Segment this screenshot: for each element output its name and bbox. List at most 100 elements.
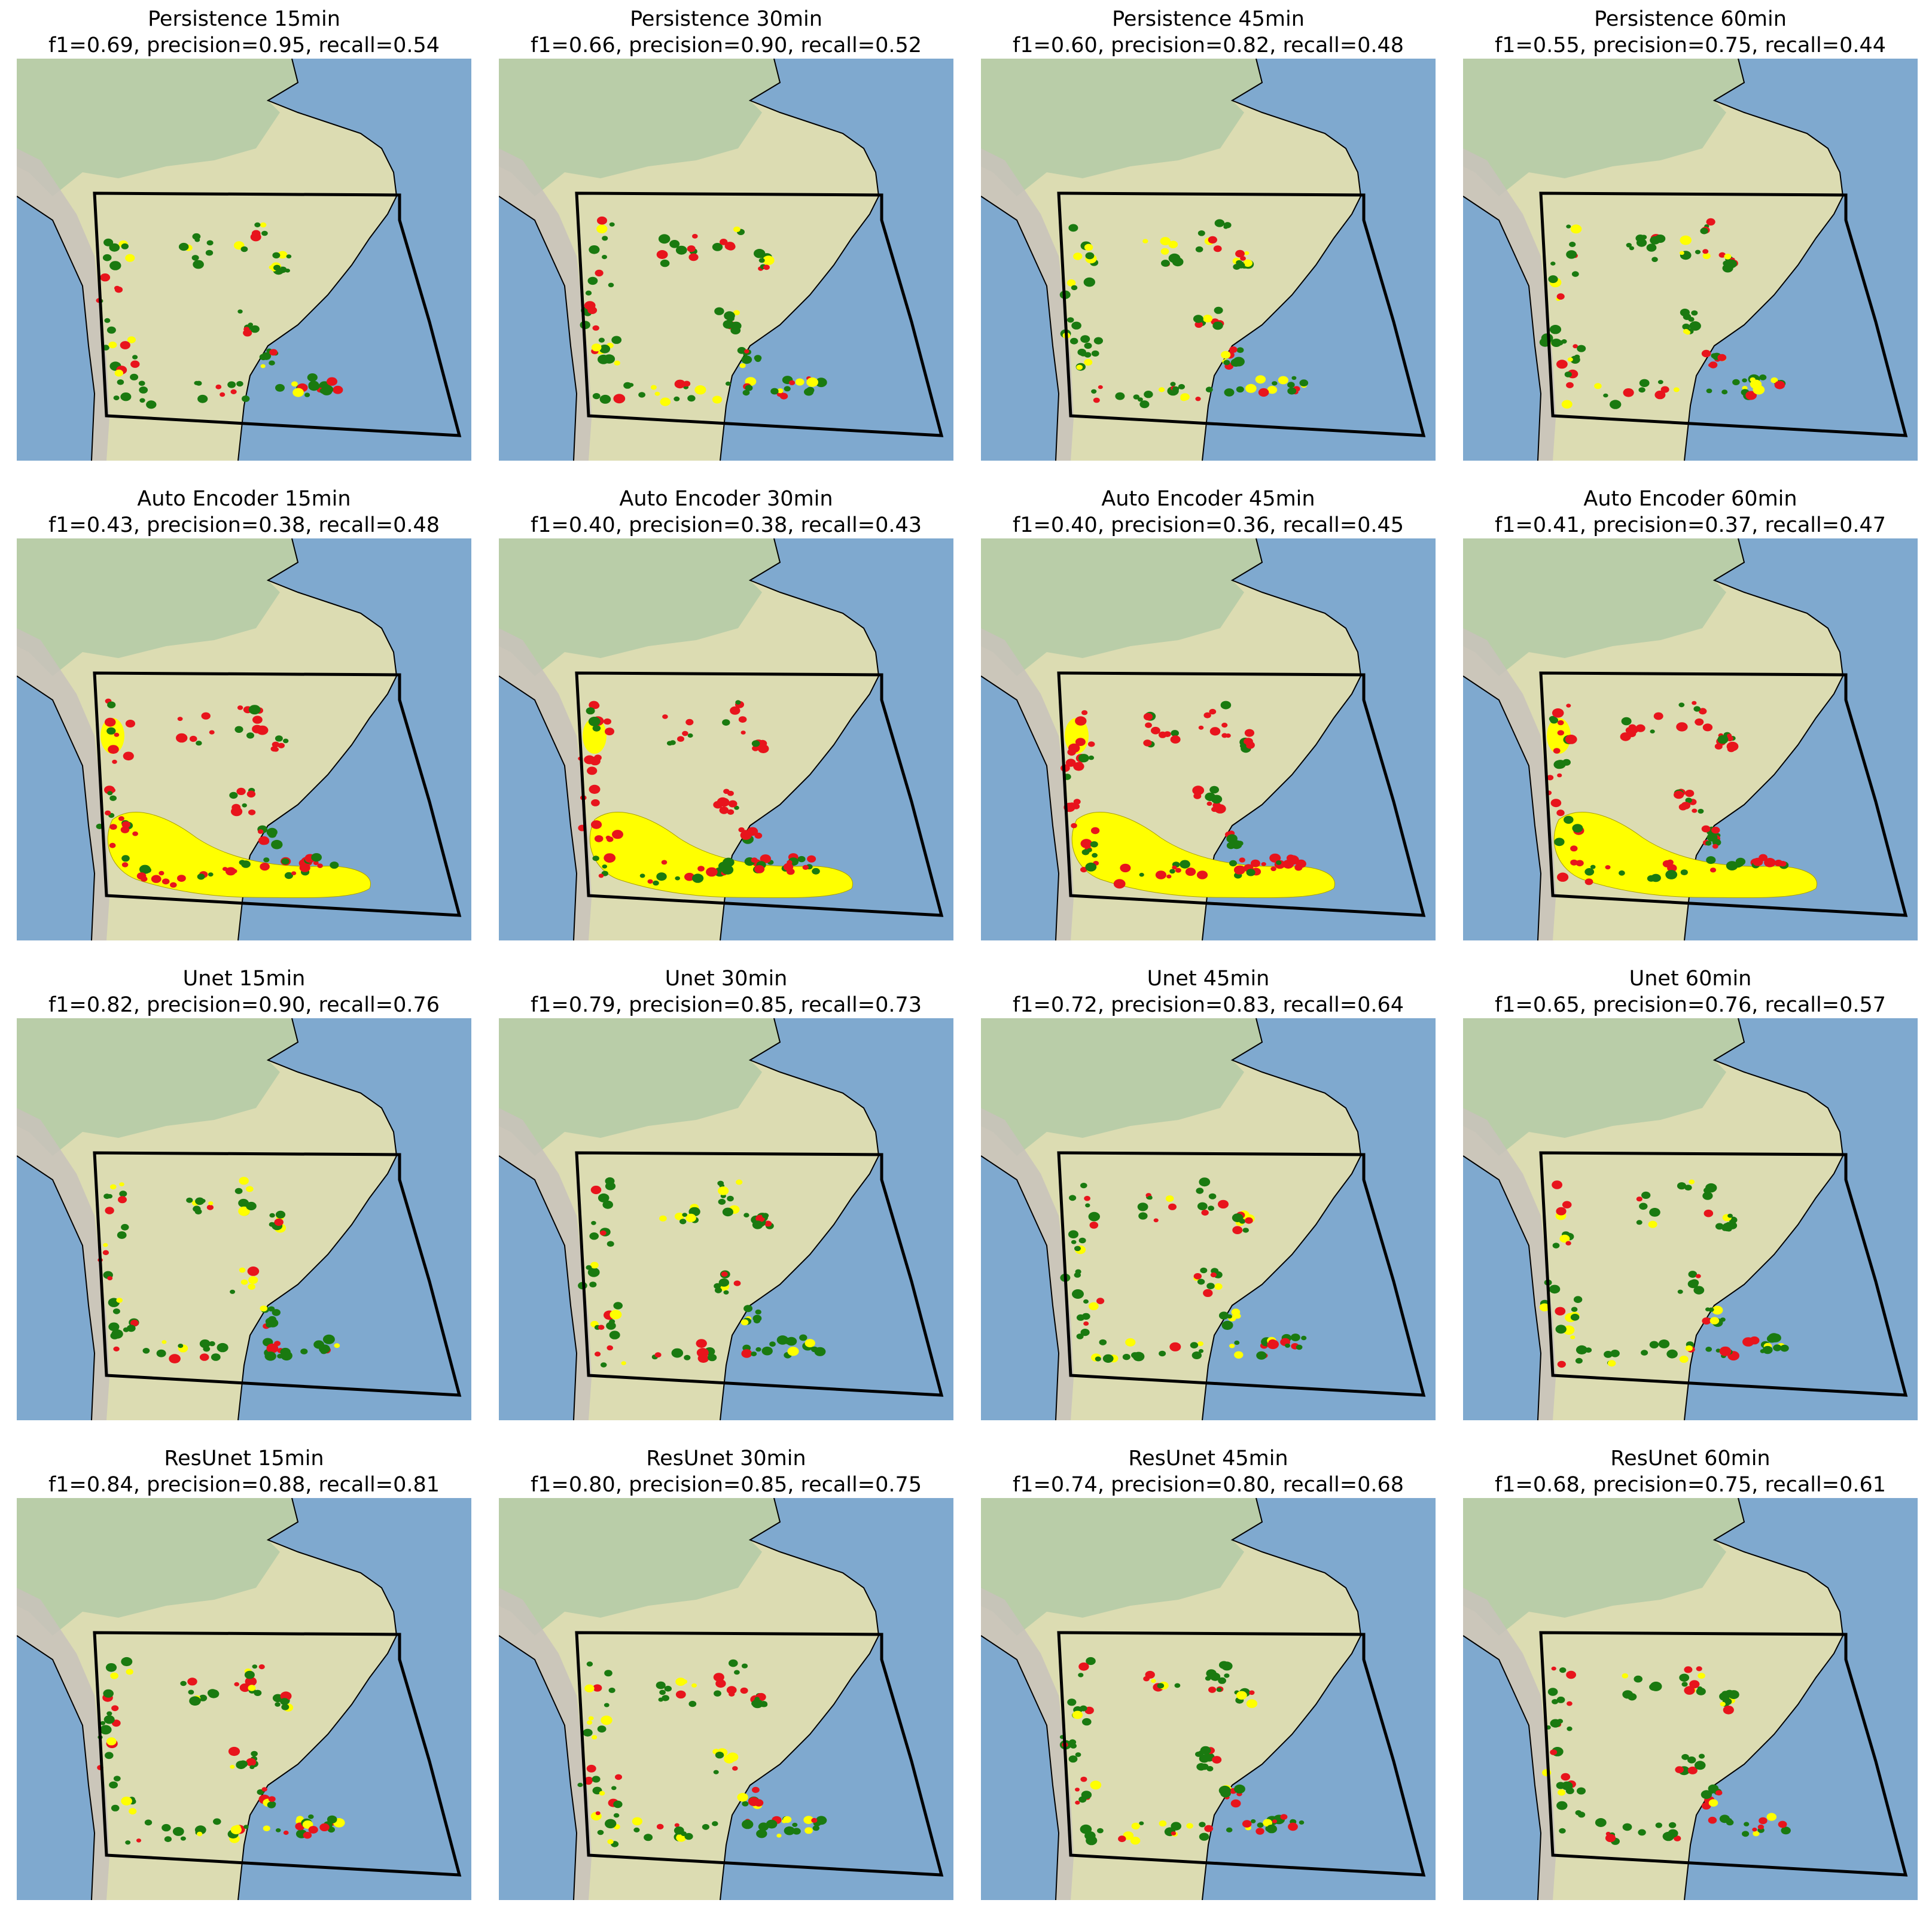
hit-cell [1687,1280,1699,1289]
miss-cell [1272,1819,1278,1823]
hit-cell [1216,1687,1222,1692]
hit-cell [146,400,157,409]
hit-cell [1083,277,1095,287]
hit-cell [1076,1334,1084,1339]
map-panel: Auto Encoder 60min f1=0.41, precision=0.3… [1463,480,1918,958]
hit-cell [138,380,145,386]
hit-cell [1257,1822,1264,1828]
hit-cell [1251,1819,1256,1823]
false-alarm-cell [674,1213,684,1220]
miss-cell [595,1351,601,1357]
false-alarm-cell [685,1213,696,1222]
hit-cell [644,1834,653,1841]
false-alarm-cell [1680,235,1692,245]
pacific-ocean [499,1636,577,1900]
hit-cell [1701,1790,1712,1800]
miss-cell [696,1339,707,1348]
miss-cell [589,756,601,766]
map-panel: Persistence 45min f1=0.60, precision=0.82… [981,0,1436,479]
miss-cell [1718,252,1726,258]
hit-cell [743,1213,749,1217]
miss-cell [132,831,139,836]
miss-cell [661,860,668,865]
miss-cell [1089,1222,1099,1229]
miss-cell [1221,723,1228,728]
hit-cell [1559,1828,1566,1834]
hit-cell [751,740,760,747]
miss-cell [258,829,264,834]
hit-cell [1698,809,1704,814]
pacific-ocean [17,196,95,461]
hit-cell [1082,1718,1092,1726]
hit-cell [1066,317,1074,323]
miss-cell [613,394,626,404]
false-alarm-area [1071,812,1336,899]
hit-cell [662,1695,669,1701]
miss-cell [1556,1207,1567,1216]
miss-cell [1093,397,1100,403]
false-alarm-cell [129,1808,137,1815]
hit-cell [682,1213,687,1217]
hit-cell [1206,1765,1214,1771]
miss-cell [688,253,699,261]
south-america-map [1463,538,1918,940]
hit-cell [758,258,765,263]
hit-cell [254,1689,262,1696]
miss-cell [1712,844,1718,849]
hit-cell [1091,389,1097,394]
false-alarm-cell [1267,386,1278,394]
miss-cell [1708,1816,1717,1824]
hit-cell [712,1821,718,1826]
hit-cell [1646,243,1657,252]
miss-cell [136,1838,142,1843]
hit-cell [1085,252,1095,260]
false-alarm-cell [739,363,746,369]
hit-cell [602,864,608,869]
miss-cell [1212,802,1221,809]
false-alarm-cell [108,342,117,349]
miss-cell [807,855,816,863]
panel-title-model: Auto Encoder 60min [1583,487,1797,511]
false-alarm-cell [106,1737,117,1746]
hit-cell [1595,1818,1607,1827]
miss-cell [1118,1835,1126,1843]
hit-cell [599,345,611,354]
hit-cell [1068,1755,1078,1763]
false-alarm-cell [596,224,608,234]
hit-cell [1095,1356,1101,1362]
miss-cell [584,1779,592,1785]
miss-cell [1557,730,1564,736]
miss-cell [1573,344,1578,349]
miss-cell [177,717,183,721]
hit-cell [1687,1756,1696,1764]
false-alarm-cell [599,1791,605,1796]
miss-cell [607,1345,613,1351]
false-alarm-cell [1244,251,1250,255]
miss-cell [1550,799,1562,808]
hit-cell [1610,400,1622,409]
false-alarm-cell [1092,1302,1098,1308]
false-alarm-cell [1202,315,1213,322]
miss-cell [319,1823,330,1831]
panel-title-metrics: f1=0.43, precision=0.38, recall=0.48 [48,513,440,537]
south-america-map [17,538,471,940]
forest-shading [499,59,780,196]
hit-cell [1085,1203,1090,1208]
hit-cell [1172,386,1180,392]
hit-cell [585,290,592,296]
panel-title-model: Persistence 45min [1112,7,1305,31]
panel-title-metrics: f1=0.72, precision=0.83, recall=0.64 [1012,993,1404,1017]
hit-cell [669,240,680,248]
false-alarm-cell [632,1817,642,1826]
false-alarm-cell [1685,1345,1693,1351]
hit-cell [119,1191,127,1197]
miss-cell [1723,1706,1734,1715]
miss-cell [1201,1210,1209,1216]
miss-cell [1556,293,1565,300]
miss-cell [237,705,243,710]
hit-cell [213,1818,221,1825]
false-alarm-cell [729,1755,735,1761]
domain-boundary [575,1631,944,1877]
hit-cell [1138,1212,1148,1220]
hit-cell [1256,1351,1267,1360]
